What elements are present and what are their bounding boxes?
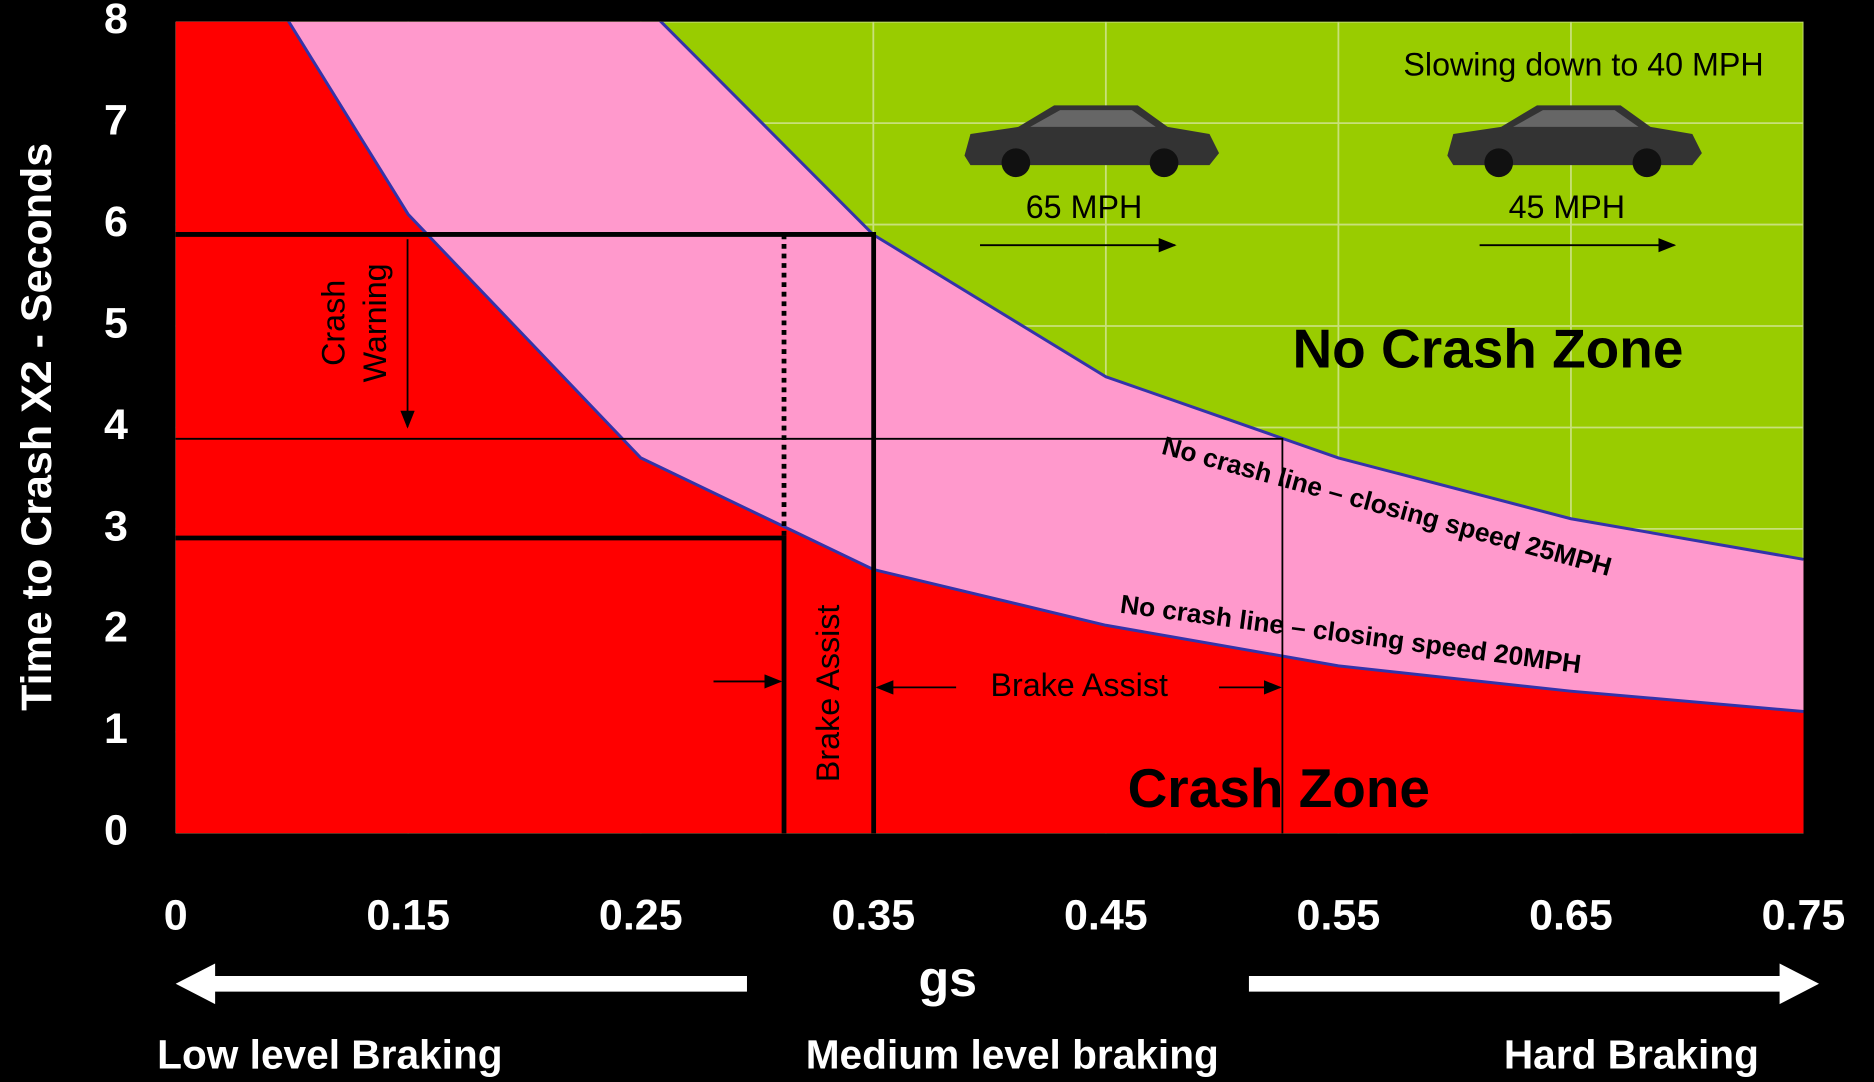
- car-icon: [964, 105, 1220, 178]
- y-tick-label: 0: [104, 807, 128, 855]
- thin-line: [175, 437, 1284, 834]
- car-icon: [1447, 105, 1702, 178]
- speed-label: 65 MPH: [1026, 189, 1143, 225]
- y-tick-label: 7: [104, 97, 128, 145]
- braking-label: Medium level braking: [806, 1032, 1219, 1078]
- annotation: Crash: [315, 280, 351, 366]
- x-tick-label: 0.35: [831, 891, 915, 939]
- y-tick-label: 6: [104, 198, 128, 246]
- y-tick-label: 8: [104, 0, 128, 43]
- boundary-line: [658, 21, 1804, 561]
- annotation: Brake Assist: [810, 605, 846, 782]
- annotation: Brake Assist: [991, 667, 1168, 703]
- y-tick-label: 5: [104, 299, 128, 347]
- x-tick-label: 0.45: [1064, 891, 1148, 939]
- y-tick-label: 2: [104, 604, 128, 652]
- x-tick-label: 0.25: [599, 891, 683, 939]
- y-tick-label: 3: [104, 502, 128, 550]
- boundary-line: [287, 21, 1804, 713]
- arrow-head: [175, 963, 216, 1005]
- y-tick-label: 1: [104, 705, 128, 753]
- zone-area: [175, 21, 1804, 834]
- x-tick-label: 0.65: [1529, 891, 1613, 939]
- x-tick-label: 0: [164, 891, 188, 939]
- y-tick-label: 4: [104, 401, 128, 449]
- threshold-line: [175, 232, 877, 834]
- threshold-line: [175, 535, 787, 834]
- x-tick-label: 0.15: [366, 891, 450, 939]
- arrow-head: [1779, 963, 1820, 1005]
- braking-label: Low level Braking: [157, 1032, 502, 1078]
- zone-label: No Crash Zone: [1292, 317, 1683, 379]
- speed-label: 45 MPH: [1509, 189, 1626, 225]
- annotation: Warning: [357, 263, 393, 382]
- axes: 0 1 2 3 4 5 6 7 8 0 0.15 0.25 0.35 0.45 0.55 0.65 0.75: [104, 0, 1845, 939]
- x-axis-label: gs: [918, 951, 977, 1007]
- braking-label: Hard Braking: [1504, 1032, 1759, 1078]
- x-tick-label: 0.75: [1762, 891, 1846, 939]
- zone-label: Crash Zone: [1128, 757, 1430, 819]
- annotation: Slowing down to 40 MPH: [1403, 47, 1763, 83]
- y-axis-label: Time to Crash X2 - Seconds: [13, 143, 61, 711]
- x-tick-label: 0.55: [1297, 891, 1381, 939]
